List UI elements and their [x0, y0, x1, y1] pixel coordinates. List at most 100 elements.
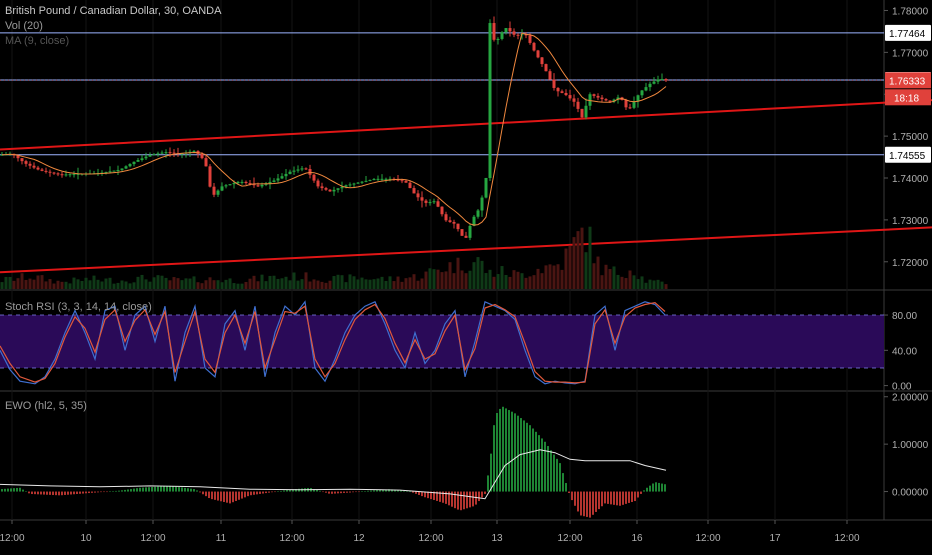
- candle-body: [372, 179, 376, 181]
- ewo-histogram-bar: [565, 483, 567, 492]
- volume-bar: [464, 273, 468, 289]
- volume-bar: [640, 276, 644, 289]
- volume-indicator-label[interactable]: Vol (20): [5, 20, 43, 32]
- volume-bar: [84, 277, 88, 289]
- ewo-histogram-bar: [535, 431, 537, 492]
- symbol-title[interactable]: British Pound / Canadian Dollar, 30, OAN…: [5, 5, 222, 17]
- ewo-histogram-bar: [319, 490, 321, 492]
- ma-indicator-label[interactable]: MA (9, close): [5, 35, 70, 47]
- volume-bar: [632, 275, 636, 289]
- candle-body: [72, 174, 76, 176]
- ewo-histogram-bar: [349, 491, 351, 493]
- ewo-histogram-bar: [544, 441, 546, 492]
- ewo-histogram-bar: [283, 490, 285, 492]
- volume-bar: [224, 279, 228, 289]
- level-price-badge: [885, 146, 931, 163]
- ewo-histogram-bar: [100, 491, 102, 493]
- volume-bar: [384, 280, 388, 289]
- volume-bar: [536, 268, 540, 289]
- volume-bar: [316, 280, 320, 289]
- volume-bar: [60, 281, 64, 289]
- candle-body: [160, 152, 164, 154]
- ewo-histogram-bar: [130, 489, 132, 492]
- volume-bar: [460, 270, 464, 289]
- volume-bar: [76, 279, 80, 289]
- ewo-histogram-bar: [271, 491, 273, 493]
- ewo-histogram-bar: [397, 490, 399, 492]
- volume-bar: [428, 268, 432, 289]
- ewo-histogram-bar: [58, 491, 60, 496]
- ewo-histogram-bar: [73, 491, 75, 495]
- volume-bar: [372, 279, 376, 289]
- ewo-histogram-bar: [196, 490, 198, 492]
- ewo-histogram-bar: [124, 489, 126, 492]
- ewo-histogram-bar: [634, 491, 636, 502]
- candle-body: [536, 50, 540, 58]
- ewo-histogram-bar: [553, 454, 555, 492]
- candle-body: [236, 181, 240, 184]
- ewo-histogram-bar: [208, 491, 210, 499]
- ewo-histogram-bar: [55, 491, 57, 496]
- ewo-histogram-bar: [133, 488, 135, 492]
- candle-body: [424, 200, 428, 203]
- volume-bar: [28, 278, 32, 289]
- candle-body: [168, 152, 172, 154]
- stoch-band: [0, 315, 884, 368]
- candle-body: [268, 181, 272, 184]
- volume-bar: [320, 281, 324, 289]
- ewo-histogram-bar: [655, 482, 657, 492]
- candle-body: [484, 178, 488, 198]
- level-price-label: 1.77464: [889, 29, 926, 40]
- ewo-tick-label: 1.00000: [892, 440, 929, 451]
- volume-bar: [472, 262, 476, 289]
- volume-bar: [176, 278, 180, 289]
- candle-body: [532, 42, 536, 51]
- ewo-histogram-bar: [439, 491, 441, 502]
- ewo-histogram-bar: [409, 491, 411, 493]
- ewo-histogram-bar: [364, 491, 366, 492]
- ewo-histogram-bar: [121, 490, 123, 492]
- volume-bar: [220, 282, 224, 289]
- volume-bar: [396, 276, 400, 289]
- ewo-label[interactable]: EWO (hl2, 5, 35): [5, 400, 87, 412]
- ewo-histogram-bar: [115, 490, 117, 492]
- ewo-histogram-bar: [556, 458, 558, 492]
- candle-body: [612, 99, 616, 102]
- ewo-histogram-bar: [178, 487, 180, 492]
- horizontal-levels[interactable]: [0, 32, 884, 156]
- volume-bar: [500, 266, 504, 289]
- candle-body: [48, 171, 52, 173]
- ewo-histogram-bar: [358, 491, 360, 493]
- ewo-histogram-bar: [511, 411, 513, 492]
- candle-body: [228, 184, 232, 186]
- x-tick-label: 16: [631, 533, 643, 544]
- volume-bar: [20, 273, 24, 289]
- ewo-histogram-bar: [427, 491, 429, 499]
- candle-body: [448, 220, 452, 222]
- candle-body: [352, 183, 356, 185]
- ewo-histogram-bar: [568, 491, 570, 493]
- candle-body: [540, 57, 544, 65]
- stoch-rsi-label[interactable]: Stoch RSI (3, 3, 14, 14, close): [5, 301, 152, 313]
- candle-body: [272, 180, 276, 182]
- volume-bar: [352, 276, 356, 289]
- ewo-histogram-bar: [457, 491, 459, 510]
- volume-bar: [400, 281, 404, 289]
- volume-bar: [572, 237, 576, 289]
- trendlines[interactable]: [0, 99, 932, 274]
- volume-bar: [232, 283, 236, 289]
- volume-bar: [148, 281, 152, 289]
- ewo-histogram-bar: [394, 489, 396, 492]
- last-price-label: 1.76333: [889, 76, 926, 87]
- candle-body: [592, 94, 596, 96]
- volume-bar: [444, 271, 448, 289]
- price-candles: [0, 16, 668, 241]
- volume-bar: [208, 277, 212, 289]
- ewo-tick-label: 0.00000: [892, 488, 929, 499]
- ewo-histogram-bar: [460, 491, 462, 511]
- candle-body: [136, 159, 140, 162]
- ewo-histogram-bar: [514, 413, 516, 492]
- ewo-histogram-bar: [385, 489, 387, 492]
